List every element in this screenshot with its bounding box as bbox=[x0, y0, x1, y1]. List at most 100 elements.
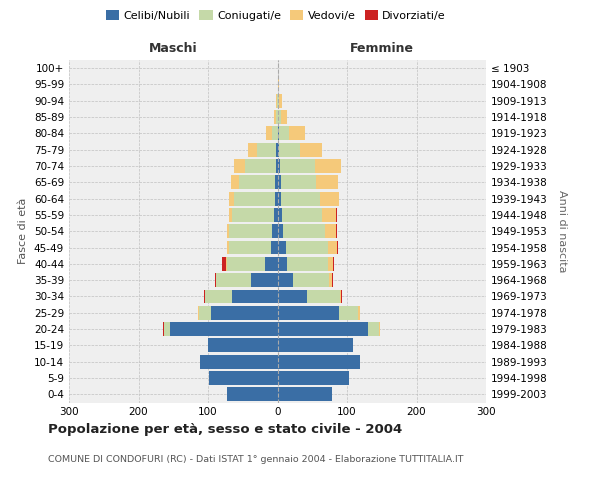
Bar bbox=[276, 110, 277, 124]
Bar bbox=[271, 240, 277, 254]
Bar bbox=[235, 159, 245, 173]
Bar bbox=[227, 388, 277, 402]
Bar bbox=[336, 208, 337, 222]
Bar bbox=[277, 257, 287, 271]
Bar bbox=[204, 290, 205, 304]
Bar bbox=[278, 110, 281, 124]
Bar bbox=[286, 240, 328, 254]
Bar bbox=[232, 290, 277, 304]
Bar bbox=[307, 290, 340, 304]
Bar bbox=[322, 208, 336, 222]
Bar bbox=[274, 208, 277, 222]
Text: Popolazione per età, sesso e stato civile - 2004: Popolazione per età, sesso e stato civil… bbox=[48, 422, 402, 436]
Bar bbox=[338, 306, 358, 320]
Bar bbox=[277, 208, 281, 222]
Bar bbox=[251, 273, 277, 287]
Bar bbox=[277, 322, 368, 336]
Bar bbox=[337, 240, 338, 254]
Bar bbox=[277, 224, 283, 238]
Bar bbox=[359, 306, 360, 320]
Bar bbox=[341, 290, 342, 304]
Bar bbox=[227, 224, 229, 238]
Y-axis label: Fasce di età: Fasce di età bbox=[19, 198, 28, 264]
Bar bbox=[232, 208, 274, 222]
Legend: Celibi/Nubili, Coniugati/e, Vedovi/e, Divorziati/e: Celibi/Nubili, Coniugati/e, Vedovi/e, Di… bbox=[101, 6, 451, 25]
Bar bbox=[289, 126, 305, 140]
Bar bbox=[229, 208, 232, 222]
Text: COMUNE DI CONDOFURI (RC) - Dati ISTAT 1° gennaio 2004 - Elaborazione TUTTITALIA.: COMUNE DI CONDOFURI (RC) - Dati ISTAT 1°… bbox=[48, 455, 464, 464]
Bar bbox=[281, 192, 320, 205]
Bar bbox=[279, 94, 283, 108]
Bar bbox=[257, 143, 276, 156]
Bar bbox=[329, 273, 332, 287]
Bar bbox=[266, 126, 272, 140]
Text: Maschi: Maschi bbox=[149, 42, 197, 55]
Bar bbox=[277, 306, 338, 320]
Bar bbox=[217, 273, 251, 287]
Bar bbox=[279, 143, 300, 156]
Bar bbox=[227, 240, 229, 254]
Bar bbox=[277, 143, 279, 156]
Text: Femmine: Femmine bbox=[350, 42, 414, 55]
Bar bbox=[277, 371, 349, 385]
Bar bbox=[332, 273, 333, 287]
Bar bbox=[340, 290, 341, 304]
Bar bbox=[277, 159, 280, 173]
Bar bbox=[245, 159, 276, 173]
Bar bbox=[205, 290, 232, 304]
Bar bbox=[235, 192, 275, 205]
Bar bbox=[277, 126, 279, 140]
Bar bbox=[277, 78, 278, 92]
Y-axis label: Anni di nascita: Anni di nascita bbox=[557, 190, 567, 272]
Bar bbox=[272, 224, 277, 238]
Bar bbox=[215, 273, 217, 287]
Bar bbox=[276, 159, 277, 173]
Bar bbox=[198, 306, 199, 320]
Bar bbox=[274, 110, 276, 124]
Bar bbox=[222, 257, 226, 271]
Bar bbox=[278, 78, 279, 92]
Bar bbox=[265, 257, 277, 271]
Bar bbox=[275, 192, 277, 205]
Bar bbox=[276, 143, 277, 156]
Bar bbox=[358, 306, 359, 320]
Bar bbox=[279, 126, 289, 140]
Bar bbox=[272, 126, 277, 140]
Bar bbox=[170, 322, 277, 336]
Bar bbox=[281, 208, 322, 222]
Bar bbox=[315, 159, 341, 173]
Bar bbox=[231, 176, 239, 190]
Bar bbox=[316, 176, 338, 190]
Bar bbox=[368, 322, 379, 336]
Bar bbox=[277, 290, 307, 304]
Bar bbox=[248, 143, 257, 156]
Bar bbox=[276, 94, 277, 108]
Bar bbox=[379, 322, 380, 336]
Bar bbox=[328, 257, 333, 271]
Bar bbox=[277, 388, 332, 402]
Bar bbox=[277, 240, 286, 254]
Bar bbox=[239, 176, 275, 190]
Bar bbox=[283, 224, 325, 238]
Bar bbox=[320, 192, 340, 205]
Bar bbox=[226, 257, 227, 271]
Bar bbox=[164, 322, 170, 336]
Bar bbox=[277, 110, 278, 124]
Bar bbox=[328, 240, 337, 254]
Bar bbox=[163, 322, 164, 336]
Bar bbox=[227, 257, 265, 271]
Bar bbox=[300, 143, 322, 156]
Bar bbox=[277, 273, 293, 287]
Bar bbox=[229, 240, 271, 254]
Bar bbox=[197, 306, 198, 320]
Bar bbox=[199, 306, 211, 320]
Bar bbox=[333, 257, 334, 271]
Bar bbox=[325, 224, 336, 238]
Bar bbox=[336, 224, 337, 238]
Bar bbox=[275, 176, 277, 190]
Bar bbox=[287, 257, 328, 271]
Bar bbox=[281, 176, 316, 190]
Bar bbox=[293, 273, 329, 287]
Bar bbox=[280, 159, 315, 173]
Bar bbox=[211, 306, 277, 320]
